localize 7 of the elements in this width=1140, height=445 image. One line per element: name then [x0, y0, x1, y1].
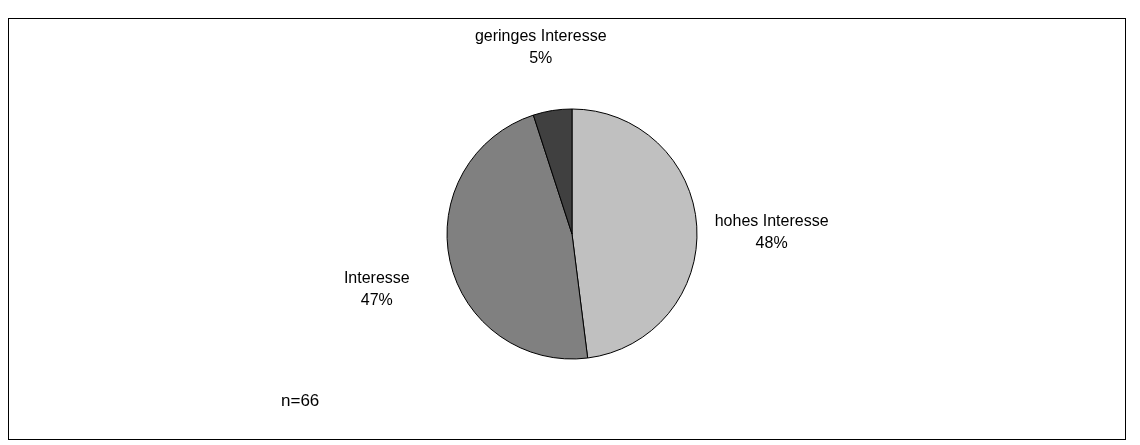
- data-label: 48%: [755, 234, 788, 252]
- slice-label: hohes Interesse: [714, 212, 829, 230]
- data-label: 5%: [529, 49, 553, 67]
- slice-label: Interesse: [343, 268, 410, 286]
- data-label: 47%: [360, 290, 393, 308]
- text: n=66: [281, 391, 320, 411]
- slice-label: geringes Interesse: [474, 27, 607, 45]
